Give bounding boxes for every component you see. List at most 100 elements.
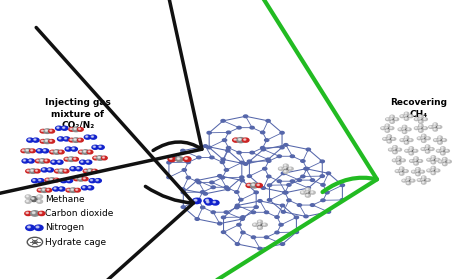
Circle shape — [419, 127, 421, 128]
Circle shape — [394, 151, 395, 152]
Circle shape — [251, 236, 255, 239]
Circle shape — [429, 126, 431, 127]
Circle shape — [422, 137, 424, 138]
Circle shape — [250, 151, 254, 154]
Circle shape — [221, 216, 226, 219]
Circle shape — [27, 196, 28, 197]
Circle shape — [94, 157, 96, 158]
Circle shape — [83, 151, 86, 152]
Circle shape — [403, 180, 404, 181]
Circle shape — [389, 148, 393, 151]
Circle shape — [282, 211, 285, 213]
Circle shape — [394, 146, 395, 147]
Circle shape — [253, 223, 257, 226]
Circle shape — [399, 169, 405, 173]
Circle shape — [443, 139, 445, 140]
Circle shape — [85, 160, 92, 164]
Circle shape — [235, 191, 239, 193]
Circle shape — [251, 211, 255, 214]
Circle shape — [440, 149, 446, 153]
Circle shape — [102, 157, 104, 158]
Circle shape — [72, 148, 74, 149]
Circle shape — [306, 187, 310, 189]
Circle shape — [426, 137, 430, 140]
Circle shape — [283, 191, 287, 194]
Circle shape — [397, 159, 399, 160]
Circle shape — [419, 124, 423, 127]
Circle shape — [57, 127, 59, 128]
Circle shape — [383, 138, 387, 140]
Circle shape — [39, 212, 42, 213]
Circle shape — [392, 148, 398, 151]
Circle shape — [422, 179, 424, 180]
Circle shape — [421, 148, 426, 150]
Circle shape — [403, 131, 405, 132]
Circle shape — [98, 145, 104, 149]
Circle shape — [87, 161, 89, 162]
Text: Hydrate cage: Hydrate cage — [46, 237, 107, 247]
Circle shape — [297, 204, 301, 206]
Circle shape — [38, 200, 40, 202]
Circle shape — [82, 186, 88, 190]
Circle shape — [306, 191, 308, 193]
Circle shape — [406, 179, 411, 182]
Circle shape — [39, 179, 41, 181]
Circle shape — [73, 157, 79, 161]
Circle shape — [258, 221, 260, 222]
Circle shape — [433, 123, 438, 126]
Circle shape — [431, 156, 436, 158]
Circle shape — [409, 149, 414, 153]
Circle shape — [244, 163, 248, 165]
Circle shape — [438, 139, 440, 140]
Circle shape — [434, 126, 436, 127]
Circle shape — [242, 138, 249, 142]
Circle shape — [170, 158, 172, 159]
Circle shape — [421, 171, 422, 172]
Circle shape — [430, 169, 436, 172]
Circle shape — [310, 191, 315, 194]
Circle shape — [181, 191, 185, 194]
Circle shape — [74, 128, 76, 129]
Circle shape — [438, 160, 443, 163]
Circle shape — [279, 223, 283, 226]
Circle shape — [63, 127, 65, 128]
Circle shape — [432, 169, 433, 170]
Circle shape — [406, 177, 410, 179]
Circle shape — [283, 164, 288, 167]
Circle shape — [37, 200, 43, 203]
Circle shape — [275, 216, 279, 218]
Circle shape — [181, 149, 185, 152]
Circle shape — [442, 160, 448, 163]
Circle shape — [444, 163, 445, 164]
Circle shape — [405, 150, 409, 152]
Circle shape — [181, 188, 185, 191]
Circle shape — [71, 189, 73, 190]
Circle shape — [267, 184, 272, 187]
Circle shape — [44, 129, 51, 133]
Circle shape — [425, 147, 430, 151]
Circle shape — [177, 158, 180, 159]
Circle shape — [40, 129, 46, 133]
Circle shape — [387, 140, 392, 143]
Circle shape — [238, 139, 241, 140]
Circle shape — [288, 167, 293, 170]
Circle shape — [427, 179, 428, 180]
Circle shape — [414, 150, 416, 151]
Circle shape — [301, 175, 305, 178]
Circle shape — [55, 126, 62, 130]
Circle shape — [415, 163, 416, 164]
Circle shape — [406, 150, 407, 151]
Circle shape — [26, 212, 28, 213]
Circle shape — [76, 189, 78, 190]
Text: Nitrogen: Nitrogen — [46, 223, 84, 232]
Circle shape — [437, 159, 438, 160]
Circle shape — [405, 118, 407, 119]
Circle shape — [39, 159, 46, 163]
Circle shape — [221, 158, 225, 161]
Circle shape — [93, 156, 99, 160]
Circle shape — [25, 149, 32, 153]
Circle shape — [28, 139, 30, 140]
Circle shape — [66, 179, 73, 183]
Circle shape — [340, 184, 345, 187]
Circle shape — [283, 167, 289, 171]
